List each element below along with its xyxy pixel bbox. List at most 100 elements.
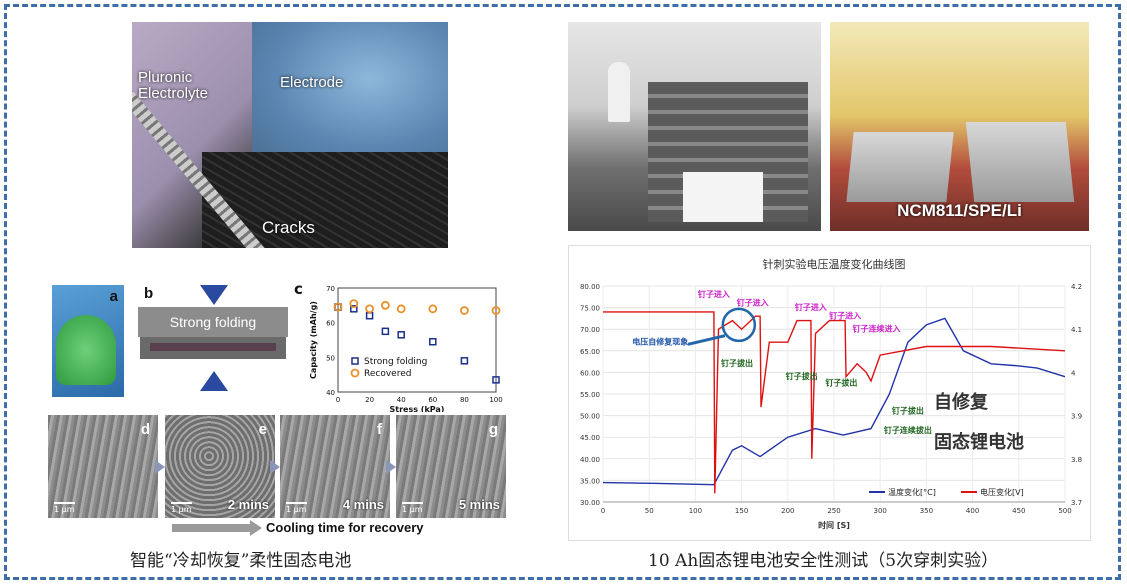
- arrow-right-icon: [270, 460, 280, 474]
- annotation-label: 钉子拔出: [786, 371, 818, 381]
- annotation-label: 钉子进入: [829, 310, 861, 320]
- x-tick-label: 300: [874, 507, 887, 515]
- x-tick-label: 20: [365, 396, 374, 404]
- legend-label: 温度变化[°C]: [888, 487, 936, 497]
- y2-tick-label: 4.2: [1071, 283, 1082, 291]
- plot-frame: [337, 287, 497, 393]
- pouch-cell-1: [846, 132, 954, 202]
- glove-image: [56, 315, 116, 385]
- x-tick-label: 50: [645, 507, 654, 515]
- annotation-label: 钉子进入: [795, 302, 827, 312]
- y-tick-label: 75.00: [580, 305, 600, 313]
- y-tick-label: 45.00: [580, 434, 600, 442]
- pouch-cell-2: [965, 122, 1075, 202]
- operator-figure: [608, 62, 630, 122]
- panel-g-label: g: [488, 421, 498, 438]
- chart-title: 针刺实验电压温度变化曲线图: [763, 257, 906, 271]
- data-point-strong-folding: [365, 311, 374, 320]
- right-caption: 10 Ah固态锂电池安全性测试（5次穿刺实验）: [648, 551, 999, 571]
- panel-e-label: e: [258, 421, 267, 438]
- sem-panel-d: d 1 μm: [48, 415, 158, 518]
- legend-label: Recovered: [364, 369, 411, 379]
- x-tick-label: 200: [781, 507, 794, 515]
- data-point-strong-folding: [460, 357, 469, 365]
- x-tick-label: 0: [601, 507, 605, 515]
- arrow-right-icon: [250, 520, 262, 536]
- legend-label: 电压变化[V]: [980, 487, 1024, 497]
- panel-d-label: d: [140, 421, 150, 438]
- folding-label: Strong folding: [138, 307, 288, 337]
- panel-c-label: c: [294, 280, 303, 298]
- data-point-strong-folding: [381, 327, 390, 336]
- annotation-label: 钉子连续拔出: [884, 425, 932, 435]
- arrow-up-icon: [200, 371, 228, 391]
- y-tick-label: 70: [326, 285, 335, 293]
- scale-bar: 1 μm: [286, 502, 307, 514]
- film-roll: [683, 172, 763, 222]
- annotation-label: 钉子进入: [737, 297, 769, 307]
- cooling-arrow: [172, 524, 252, 532]
- y-tick-label: 50: [326, 354, 335, 362]
- x-tick-label: 100: [489, 396, 502, 404]
- x-tick-label: 500: [1058, 507, 1071, 515]
- legend-marker: [350, 368, 360, 378]
- data-point-recovered: [396, 304, 406, 314]
- y2-tick-label: 4.1: [1071, 326, 1082, 334]
- y-tick-label: 60: [326, 320, 335, 328]
- electrode-surface: [252, 22, 448, 162]
- x-tick-label: 450: [1012, 507, 1025, 515]
- dashed-border: [4, 4, 1121, 580]
- y-tick-label: 60.00: [580, 369, 600, 377]
- arrow-right-icon: [386, 460, 396, 474]
- x-tick-label: 350: [920, 507, 933, 515]
- annotation-label: 钉子连续进入: [853, 323, 901, 333]
- annotation-label: 钉子拔出: [721, 358, 753, 368]
- x-tick-label: 100: [689, 507, 702, 515]
- y-tick-label: 30.00: [580, 499, 600, 507]
- y2-tick-label: 3.7: [1071, 499, 1082, 507]
- overlay-text: 自修复: [934, 391, 989, 413]
- data-point-strong-folding: [492, 376, 500, 384]
- sem-panel-f: f 4 mins 1 μm: [280, 415, 390, 518]
- x-tick-label: 40: [397, 396, 406, 404]
- data-point-recovered: [459, 306, 469, 315]
- panel-c-chart: c 0 20 40 60 80 100 40 50 60 70 Stress (kPa) Capacit…: [290, 280, 506, 414]
- x-tick-label: 0: [336, 396, 340, 404]
- panel-f-label: f: [377, 421, 382, 438]
- cracks-label: Cracks: [262, 218, 315, 237]
- time-label-f: 4 mins: [342, 497, 384, 512]
- scale-bar: 1 μm: [171, 502, 192, 514]
- data-point-strong-folding: [429, 337, 437, 346]
- electrode-label: Electrode: [280, 74, 344, 91]
- temperature-series-line: [602, 317, 1066, 486]
- nail-test-chart: 针刺实验电压温度变化曲线图 30.00 35.00 40.00 45.00 50.00 55…: [568, 245, 1091, 541]
- y-tick-label: 65.00: [580, 348, 600, 356]
- time-label-e: 2 mins: [227, 497, 269, 512]
- overlay-text: 固态锂电池: [934, 431, 1024, 453]
- arrow-right-icon: [155, 460, 165, 474]
- capacity-chart-svg: c 0 20 40 60 80 100 40 50 60 70 Stress (kPa) Capacit…: [294, 280, 503, 414]
- annotation-label: 电压自修复现象: [632, 336, 688, 346]
- cell-photo-label: NCM811/SPE/Li: [897, 201, 1022, 220]
- left-caption: 智能“冷却恢复”柔性固态电池: [130, 551, 352, 571]
- highlight-circle: [721, 307, 757, 343]
- panel-b-label: b: [144, 285, 154, 302]
- x-axis-label: Stress (kPa): [390, 405, 445, 412]
- nail-test-chart-svg: 针刺实验电压温度变化曲线图 30.00 35.00 40.00 45.00 50.00 55…: [580, 257, 1082, 530]
- y-tick-label: 55.00: [580, 391, 600, 399]
- folded-cell: [140, 337, 286, 359]
- pointer-arrow: [687, 334, 726, 346]
- panel-a-label: a: [109, 288, 118, 305]
- folded-cell-core: [150, 343, 276, 351]
- sem-panel-e: e 2 mins 1 μm: [165, 415, 275, 518]
- x-tick-label: 80: [460, 396, 469, 404]
- data-point-recovered: [381, 300, 390, 310]
- data-point-recovered: [491, 306, 501, 315]
- annotation-label: 钉子拔出: [892, 405, 924, 415]
- cell-test-photo: NCM811/SPE/Li: [830, 22, 1089, 231]
- sem-panel-g: g 5 mins 1 μm: [396, 415, 506, 518]
- data-point-strong-folding: [350, 305, 358, 313]
- legend-marker: [351, 357, 359, 365]
- x-axis-label: 时间 [S]: [818, 520, 850, 530]
- x-tick-label: 400: [966, 507, 979, 515]
